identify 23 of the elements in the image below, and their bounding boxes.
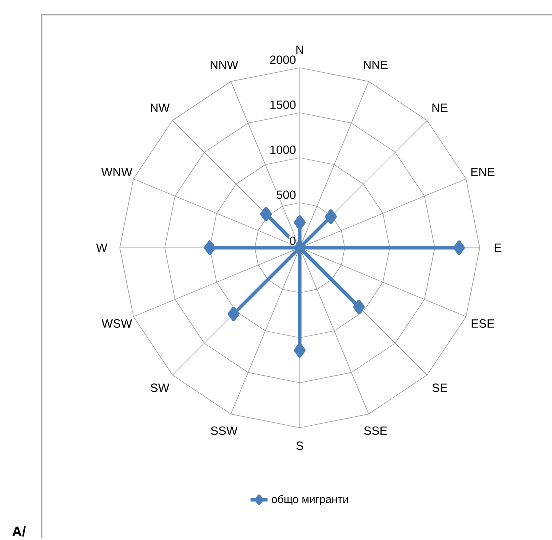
spoke-label: S (296, 442, 304, 450)
spoke-label: E (494, 244, 502, 252)
spoke-label: SE (432, 384, 448, 392)
y-tick-label: 2000 (270, 56, 296, 64)
spoke-label: SSW (211, 426, 238, 436)
y-tick-label: 500 (276, 190, 296, 200)
spoke-label: WNW (102, 168, 133, 176)
spoke-label: NW (151, 104, 170, 112)
y-tick-label: 0 (290, 236, 296, 246)
spoke-label: ENE (472, 168, 495, 176)
y-tick-label: 1000 (270, 146, 296, 154)
text: A/ (12, 526, 26, 537)
spoke-label: N (296, 46, 304, 54)
y-tick-label: 1500 (270, 100, 296, 110)
spoke-label: NNW (210, 60, 238, 70)
spoke-label: SSE (364, 426, 388, 436)
spoke-label: WSW (102, 320, 132, 328)
spoke-label: SW (150, 384, 170, 392)
spoke-label: NE (432, 104, 448, 112)
spoke-label: ESE (472, 320, 494, 328)
legend-label: общо мигранти (272, 495, 348, 506)
spoke-label: NNE (364, 60, 388, 70)
spoke-label: W (96, 244, 108, 252)
